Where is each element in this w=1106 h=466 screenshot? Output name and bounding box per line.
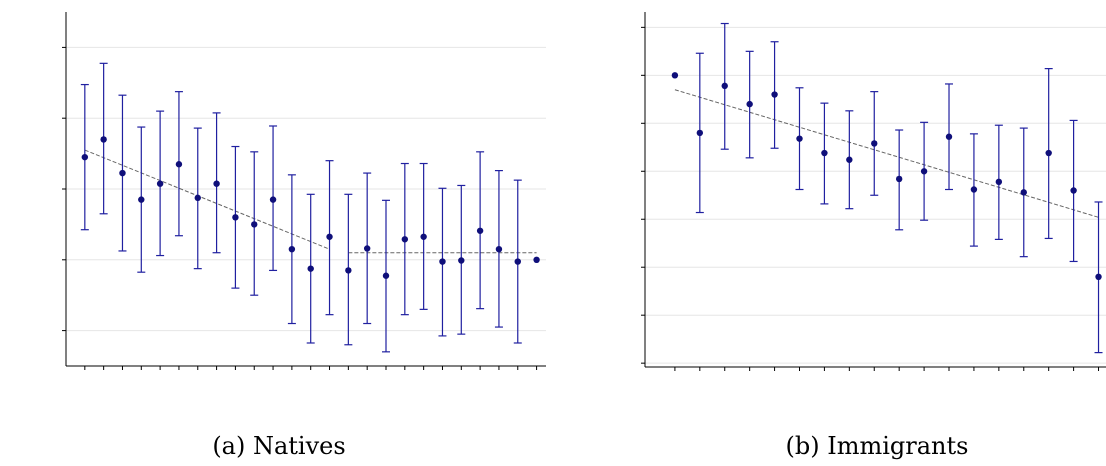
data-point: [439, 258, 446, 265]
data-point: [476, 227, 484, 234]
data-point: [533, 256, 540, 263]
trend-line: [84, 149, 330, 250]
data-point: [970, 186, 978, 193]
data-point: [771, 91, 778, 98]
data-point: [307, 265, 314, 272]
data-point: [746, 100, 753, 108]
data-point: [1095, 273, 1102, 281]
data-point: [846, 156, 853, 163]
data-point: [156, 180, 164, 187]
data-point: [995, 178, 1003, 186]
data-point: [251, 221, 258, 228]
data-point: [326, 233, 333, 240]
data-point: [871, 140, 878, 147]
data-point: [100, 136, 107, 143]
data-point: [671, 72, 679, 79]
data-point: [696, 129, 704, 137]
data-point: [345, 267, 352, 274]
data-point: [1020, 189, 1027, 196]
data-point: [288, 245, 296, 253]
data-point: [194, 194, 201, 202]
data-point: [514, 258, 521, 265]
immigrants-caption: (b) Immigrants: [785, 432, 969, 460]
data-point: [138, 196, 145, 203]
data-point: [363, 245, 371, 252]
immigrants-panel: (b) Immigrants: [553, 0, 1106, 466]
data-point: [119, 169, 126, 177]
data-point: [945, 133, 953, 140]
trend-line: [674, 89, 1099, 218]
data-point: [458, 257, 465, 264]
data-point: [269, 196, 277, 203]
data-point: [920, 168, 928, 175]
data-point: [81, 153, 89, 161]
data-point: [1045, 149, 1052, 157]
immigrants-chart: [641, 12, 1106, 371]
data-point: [821, 149, 828, 157]
data-point: [895, 175, 903, 183]
data-point: [232, 214, 239, 221]
data-point: [382, 272, 390, 279]
natives-panel: (a) Natives: [62, 12, 546, 460]
data-point: [796, 135, 803, 142]
data-point: [721, 82, 728, 90]
data-point: [420, 233, 427, 240]
natives-chart: [62, 12, 546, 370]
data-point: [175, 161, 183, 168]
data-point: [495, 245, 503, 253]
data-point: [213, 180, 220, 187]
data-point: [401, 236, 409, 243]
natives-caption: (a) Natives: [212, 432, 346, 460]
data-point: [1070, 187, 1077, 194]
